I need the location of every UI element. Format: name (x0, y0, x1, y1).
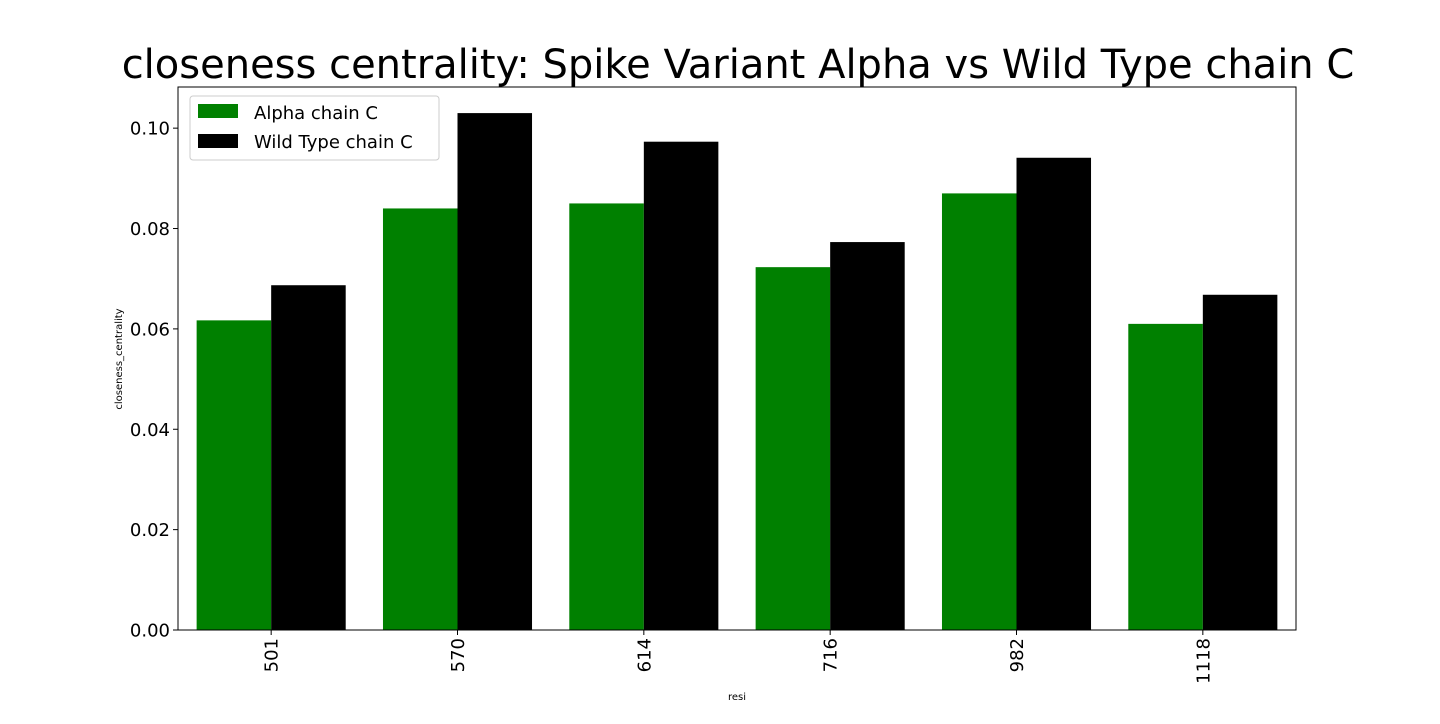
bar-alpha-501 (196, 320, 272, 630)
x-tick-label: 501 (262, 638, 283, 672)
y-tick-label: 0.06 (130, 319, 170, 340)
x-tick-label: 982 (1007, 638, 1028, 672)
y-axis-label: closeness_centrality (114, 308, 125, 409)
bar-wild-type-716 (830, 242, 905, 630)
legend: Alpha chain C Wild Type chain C (189, 95, 440, 161)
plot-frame (177, 86, 1297, 631)
bar-alpha-716 (755, 267, 831, 630)
x-tick-label: 1118 (1193, 638, 1214, 684)
x-tick-label: 614 (634, 638, 655, 672)
y-tick-label: 0.04 (130, 420, 170, 441)
x-tick-label: 716 (821, 638, 842, 672)
y-axis: 0.00 0.02 0.04 0.06 0.08 0.10 (130, 119, 178, 642)
x-tick-label: 570 (448, 638, 469, 672)
y-tick-label: 0.08 (130, 219, 170, 240)
bar-alpha-570 (382, 208, 458, 630)
chart-title: closeness centrality: Spike Variant Alph… (122, 42, 1355, 88)
bar-alpha-614 (569, 203, 644, 630)
legend-box (189, 95, 440, 161)
bar-wild-type-570 (457, 113, 533, 631)
legend-swatch-wild-type (198, 134, 238, 148)
bar-alpha-982 (941, 193, 1017, 630)
bar-wild-type-982 (1016, 157, 1092, 630)
bars-layer (196, 113, 1278, 631)
legend-swatch-alpha (198, 104, 238, 118)
bar-wild-type-1118 (1202, 294, 1278, 630)
bar-wild-type-501 (271, 285, 346, 630)
x-axis: 501 570 614 716 982 1118 (262, 630, 1214, 684)
legend-label-wild-type: Wild Type chain C (254, 132, 413, 153)
y-tick-label: 0.02 (130, 520, 170, 541)
bar-wild-type-614 (643, 141, 719, 630)
x-axis-label: resi (728, 692, 746, 703)
y-tick-label: 0.00 (130, 621, 170, 642)
legend-label-alpha: Alpha chain C (254, 103, 378, 124)
bar-alpha-1118 (1128, 323, 1203, 630)
y-tick-label: 0.10 (130, 119, 170, 140)
